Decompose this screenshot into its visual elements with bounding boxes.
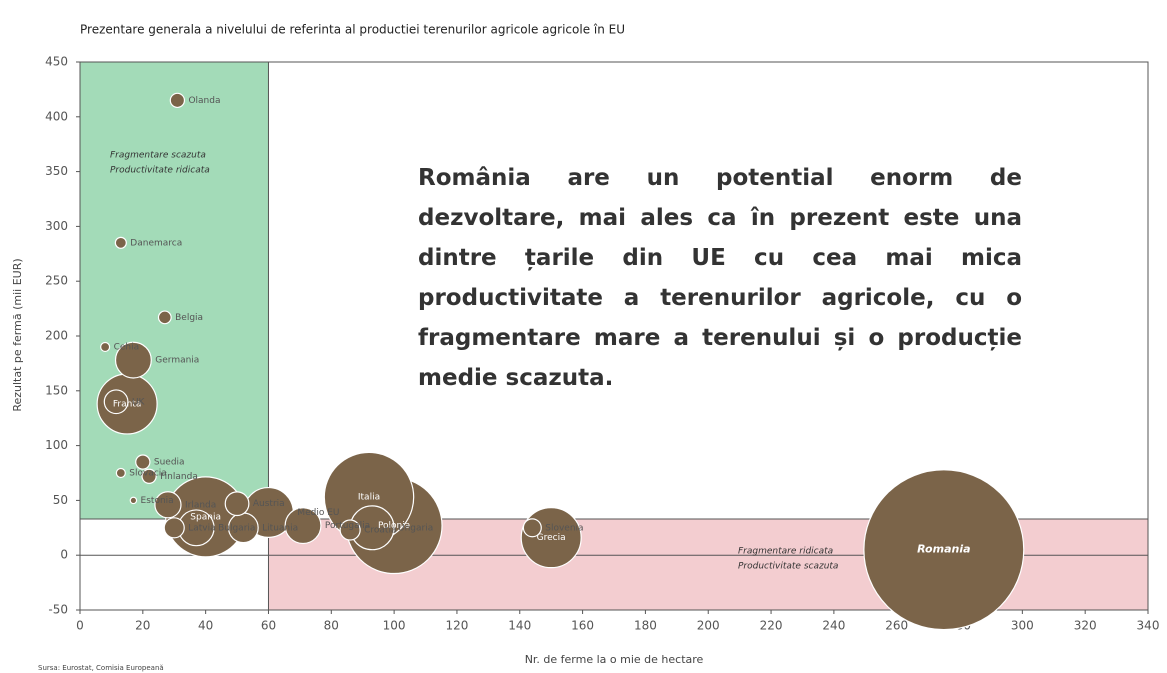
- bubble: [863, 469, 1025, 631]
- bubble-label: Lituania: [262, 523, 298, 533]
- bubble: [100, 341, 111, 353]
- x-tick-label: 300: [1011, 619, 1034, 633]
- source: Sursa: Eurostat, Comisia Europeană: [38, 664, 164, 672]
- bubble: [163, 517, 185, 539]
- y-tick-label: -50: [48, 603, 68, 617]
- bubble-label: Suedia: [154, 458, 185, 468]
- quadrant-high: [80, 62, 269, 520]
- bubble-label: Croatia: [364, 525, 396, 535]
- x-tick-label: 260: [885, 619, 908, 633]
- x-tick-label: 40: [198, 619, 213, 633]
- x-tick-label: 220: [760, 619, 783, 633]
- bubble-label: Danemarca: [130, 238, 182, 248]
- bubble: [103, 389, 129, 415]
- bubble-label: Austria: [253, 499, 285, 509]
- bubble: [522, 518, 542, 538]
- bubble-label: Belgia: [175, 313, 203, 323]
- x-tick-label: 20: [135, 619, 150, 633]
- bubble-label: Finlanda: [160, 472, 198, 482]
- x-tick-label: 100: [383, 619, 406, 633]
- bubble-label: UK: [132, 397, 146, 407]
- bubble-label: Romania: [917, 543, 970, 556]
- y-tick-label: 0: [60, 548, 68, 562]
- chart-title: Prezentare generala a nivelului de refer…: [80, 23, 625, 37]
- bubble: [169, 92, 186, 109]
- y-tick-label: 100: [45, 438, 68, 452]
- bubble-label: Grecia: [537, 533, 566, 543]
- y-tick-label: 450: [45, 55, 68, 69]
- bubble-label: Ungaria: [398, 523, 433, 533]
- bubble-label: Bulgaria: [218, 523, 255, 533]
- bubble: [135, 454, 151, 470]
- x-tick-label: 60: [261, 619, 276, 633]
- bubble: [284, 507, 322, 545]
- x-tick-label: 320: [1074, 619, 1097, 633]
- bubble: [114, 236, 127, 249]
- bubble-label: Cehia: [114, 342, 140, 352]
- bubble-label: Franta: [113, 399, 142, 409]
- x-axis-label: Nr. de ferme la o mie de hectare: [525, 653, 704, 666]
- y-tick-label: 250: [45, 274, 68, 288]
- y-axis-label: Rezultat pe fermă (mii EUR): [11, 258, 24, 411]
- bubble: [157, 310, 172, 325]
- x-tick-label: 0: [76, 619, 84, 633]
- bubble-label: Irlanda: [185, 500, 216, 510]
- quadrant-note: Fragmentare scazuta: [110, 151, 206, 161]
- x-tick-label: 340: [1137, 619, 1160, 633]
- x-tick-label: 80: [324, 619, 339, 633]
- y-tick-label: 350: [45, 164, 68, 178]
- y-tick-label: 200: [45, 329, 68, 343]
- bubble: [339, 519, 361, 541]
- y-tick-label: 50: [53, 493, 68, 507]
- bubble-label: Portugalia: [325, 521, 370, 531]
- bubble-label: Latvia: [188, 523, 215, 533]
- bubble-label: Germania: [155, 356, 199, 366]
- x-tick-label: 180: [634, 619, 657, 633]
- bubble-label: Italia: [358, 493, 380, 503]
- bubble-label: Medio EU: [297, 508, 339, 518]
- bubble-label: Polonia: [378, 521, 410, 531]
- quadrant-note: Productivitate scazuta: [738, 562, 838, 572]
- y-tick-label: 300: [45, 219, 68, 233]
- y-tick-label: 150: [45, 383, 68, 397]
- bubble: [129, 496, 138, 505]
- bubble-label: Spania: [190, 512, 221, 522]
- x-tick-label: 240: [822, 619, 845, 633]
- x-tick-label: 120: [445, 619, 468, 633]
- x-tick-label: 140: [508, 619, 531, 633]
- x-tick-label: 200: [697, 619, 720, 633]
- x-tick-label: 160: [571, 619, 594, 633]
- quadrant-note: Productivitate ridicata: [110, 166, 210, 176]
- bubble-label: Slovacia: [129, 469, 167, 479]
- bubble: [154, 491, 182, 519]
- bubble: [114, 341, 152, 379]
- bubble-label: Olanda: [188, 96, 220, 106]
- bubble: [141, 468, 157, 484]
- bubble-label: Estonia: [141, 496, 174, 506]
- bubble: [224, 491, 250, 517]
- bubble-label: Slovenia: [545, 523, 583, 533]
- highlight-text: România are un potential enorm de dezvol…: [418, 165, 1022, 391]
- quadrant-note: Fragmentare ridicata: [738, 547, 833, 557]
- y-tick-label: 400: [45, 109, 68, 123]
- bubble: [115, 467, 126, 479]
